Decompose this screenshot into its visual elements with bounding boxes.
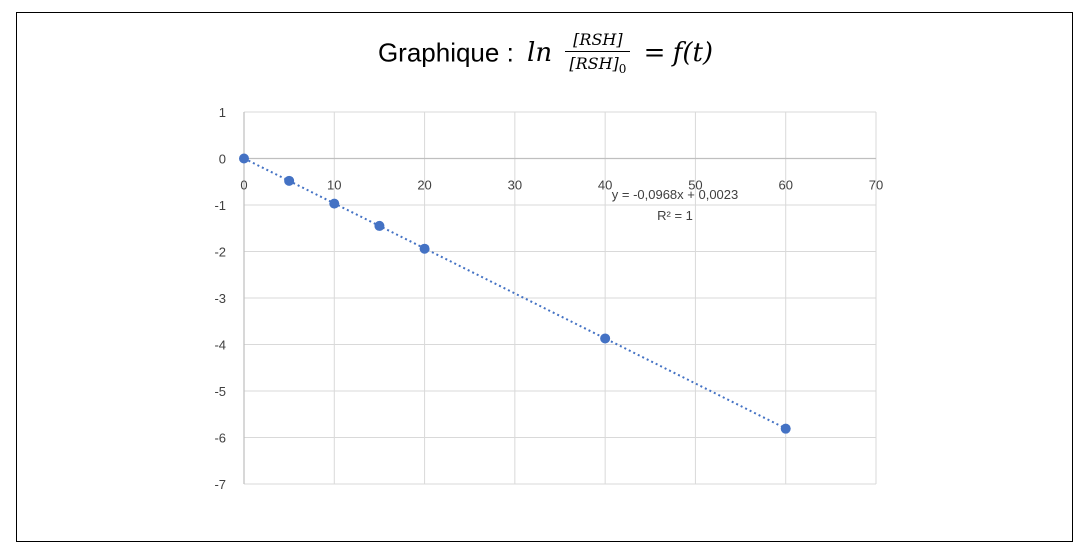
title-prefix: Graphique : bbox=[377, 37, 514, 68]
y-tick-label: -3 bbox=[214, 291, 226, 306]
y-tick-label: 0 bbox=[219, 152, 226, 167]
data-point bbox=[419, 243, 430, 254]
x-tick-label: 70 bbox=[869, 178, 883, 193]
data-point bbox=[284, 175, 295, 186]
data-points bbox=[239, 153, 791, 434]
x-tick-labels: 0 10 20 30 40 50 60 70 bbox=[240, 178, 883, 193]
title-rhs: f(t) bbox=[672, 38, 714, 69]
x-tick-label: 20 bbox=[417, 178, 431, 193]
chart-title: Graphique : ln [RSH] [RSH]0 = f(t) bbox=[0, 30, 1091, 76]
y-tick-label: -7 bbox=[214, 477, 226, 492]
data-point bbox=[600, 333, 611, 344]
axes bbox=[243, 112, 876, 484]
title-denominator-text: [RSH] bbox=[569, 54, 619, 73]
gridlines bbox=[244, 111, 877, 485]
data-point bbox=[329, 198, 340, 209]
title-fraction: [RSH] [RSH]0 bbox=[565, 30, 631, 76]
y-tick-labels: 1 0 -1 -2 -3 -4 -5 -6 -7 bbox=[214, 105, 226, 492]
y-tick-label: 1 bbox=[219, 105, 226, 120]
x-tick-label: 0 bbox=[240, 178, 247, 193]
y-tick-label: -1 bbox=[214, 198, 226, 213]
x-tick-label: 10 bbox=[327, 178, 341, 193]
x-tick-label: 50 bbox=[688, 178, 702, 193]
title-numerator: [RSH] bbox=[565, 30, 631, 52]
x-tick-label: 40 bbox=[598, 178, 612, 193]
trendline-labels: y = -0,0968x + 0,0023 R² = 1 bbox=[612, 187, 738, 223]
trendline-r2: R² = 1 bbox=[657, 208, 693, 223]
title-ln: ln bbox=[527, 38, 553, 69]
trendline-equation: y = -0,0968x + 0,0023 bbox=[612, 187, 738, 202]
y-tick-label: -5 bbox=[214, 384, 226, 399]
title-denominator-sub: 0 bbox=[618, 62, 627, 77]
data-point bbox=[780, 423, 791, 434]
y-tick-label: -4 bbox=[214, 338, 226, 353]
y-tick-label: -6 bbox=[214, 431, 226, 446]
scatter-chart: 0 10 20 30 40 50 60 70 10-1-2-3-4-5-6-7 y = -0,… bbox=[214, 105, 883, 492]
y-tick-label: -2 bbox=[214, 245, 226, 260]
title-denominator: [RSH]0 bbox=[565, 52, 630, 76]
x-tick-label: 60 bbox=[778, 178, 792, 193]
data-point bbox=[374, 220, 385, 231]
data-point bbox=[239, 153, 249, 164]
x-tick-label: 30 bbox=[508, 178, 522, 193]
title-equals: = bbox=[643, 38, 666, 69]
